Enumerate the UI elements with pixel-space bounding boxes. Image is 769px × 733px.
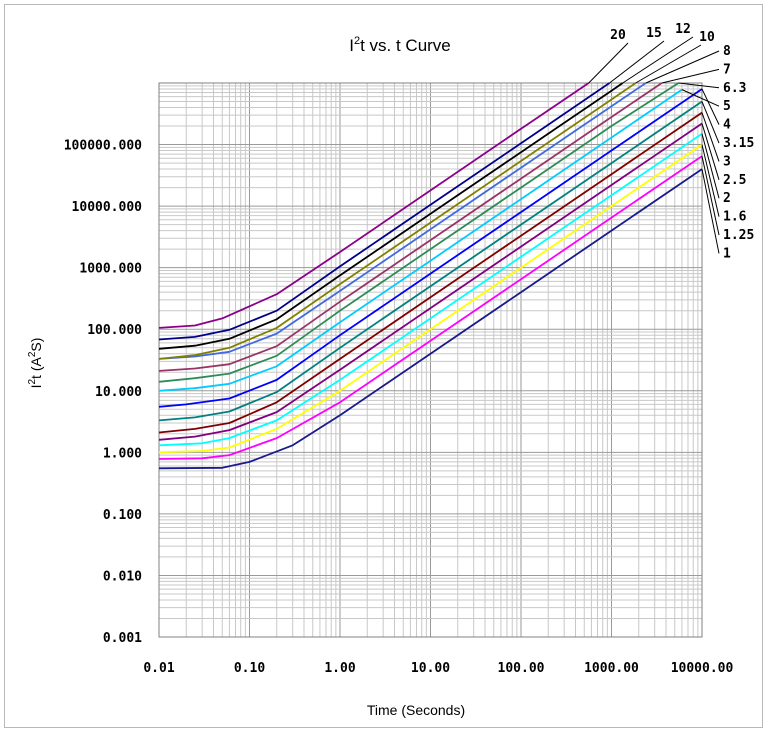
y-tick-label: 10.000 <box>95 385 142 400</box>
series-label-1-6: 1.6 <box>723 210 747 225</box>
series-line-3-15 <box>158 100 703 422</box>
y-tick-label: 1.000 <box>103 446 142 461</box>
series-label-15: 15 <box>646 26 662 41</box>
y-tick-labels: 0.001 0.010 0.100 1.000 10.000 100.000 1000.00… <box>64 139 142 646</box>
label-leader-line <box>701 155 720 236</box>
x-tick-label: 0.10 <box>234 661 265 676</box>
x-tick-labels: 0.01 0.10 1.00 10.00 100.00 1000.00 10000.00 <box>143 661 733 676</box>
label-leader-line <box>609 40 665 84</box>
label-leader-line <box>701 101 720 144</box>
series-label-2-5: 2.5 <box>723 173 746 188</box>
y-tick-label: 100.000 <box>87 323 142 338</box>
series-label-1-25: 1.25 <box>723 228 754 243</box>
label-leader-line <box>645 50 720 84</box>
x-tick-label: 10.00 <box>411 661 450 676</box>
series-line-1 <box>158 168 703 470</box>
label-leader-line <box>701 144 720 217</box>
series-line-6-3 <box>158 82 679 383</box>
x-tick-label: 1000.00 <box>584 661 639 676</box>
series-line-3 <box>158 111 703 434</box>
series-label-5: 5 <box>723 99 731 114</box>
y-tick-label: 1000.000 <box>79 262 142 277</box>
label-leader-line <box>588 42 629 84</box>
series-line-2 <box>158 132 703 447</box>
series-line-1-25 <box>158 155 703 460</box>
series-label-10: 10 <box>699 30 715 45</box>
label-leader-line <box>635 44 702 84</box>
chart-frame: 20 15 12 10 8 7 6.3 5 4 3.15 3 2.5 2 1.6 1.25 1 0.01 0.1… <box>4 4 763 728</box>
label-leader-line <box>678 82 720 89</box>
series-label-7: 7 <box>723 62 731 77</box>
label-leader-line <box>661 68 720 84</box>
series-label-6-3: 6.3 <box>723 81 746 96</box>
x-tick-label: 1.00 <box>324 661 355 676</box>
label-leader-line <box>701 133 720 199</box>
y-tick-label: 0.010 <box>103 569 142 584</box>
series-label-2: 2 <box>723 191 731 206</box>
label-leader-line <box>701 112 720 162</box>
series-line-8 <box>158 82 647 360</box>
x-tick-label: 100.00 <box>498 661 545 676</box>
series-label-1: 1 <box>723 246 731 261</box>
x-tick-label: 10000.00 <box>671 661 734 676</box>
y-axis-title: I2t (A2S) <box>27 338 44 389</box>
series-line-1-6 <box>158 143 703 454</box>
series-line-12 <box>158 82 624 350</box>
series-line-5 <box>158 88 683 392</box>
series-layer <box>158 82 703 470</box>
series-label-3: 3 <box>723 154 731 169</box>
y-tick-label: 100000.000 <box>64 139 142 154</box>
series-label-12: 12 <box>675 22 691 37</box>
series-label-8: 8 <box>723 44 731 59</box>
series-label-4: 4 <box>723 118 731 133</box>
y-tick-label: 0.100 <box>103 508 142 523</box>
label-leader-line <box>701 88 720 125</box>
label-leader-line <box>701 168 720 254</box>
series-line-7 <box>158 82 663 372</box>
label-leaders: 20 15 12 10 8 7 6.3 5 4 3.15 3 2.5 2 1.6 1.25 1 <box>588 22 754 261</box>
series-line-2-5 <box>158 122 703 441</box>
series-label-3-15: 3.15 <box>723 136 754 151</box>
series-label-20: 20 <box>610 28 626 43</box>
label-leader-line <box>622 36 694 84</box>
plot-border <box>158 82 703 638</box>
chart: 20 15 12 10 8 7 6.3 5 4 3.15 3 2.5 2 1.6 1.25 1 0.01 0.1… <box>27 22 754 718</box>
series-line-15 <box>158 82 611 341</box>
x-axis-title: Time (Seconds) <box>367 702 465 718</box>
y-tick-label: 10000.000 <box>72 200 143 215</box>
x-tick-label: 0.01 <box>143 661 174 676</box>
y-tick-label: 0.001 <box>103 631 142 646</box>
label-leader-line <box>701 123 720 180</box>
label-leader-line <box>681 89 720 107</box>
series-line-20 <box>158 82 590 329</box>
chart-title: I2t vs. t Curve <box>349 35 451 55</box>
series-line-4 <box>158 88 703 408</box>
series-line-10 <box>158 82 637 360</box>
